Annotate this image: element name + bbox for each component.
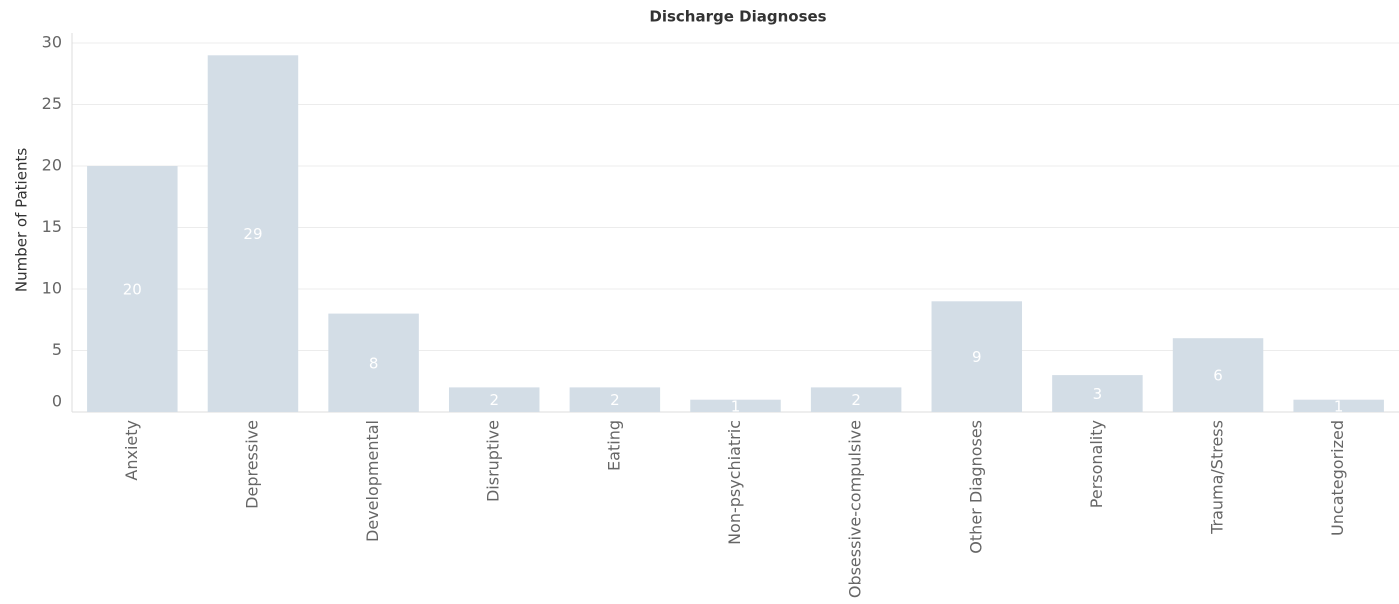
y-tick-label: 15	[42, 217, 62, 236]
x-tick-label: Anxiety	[122, 420, 141, 481]
x-tick-label: Trauma/Stress	[1208, 420, 1227, 535]
bar	[690, 399, 781, 412]
x-tick-label: Other Diagnoses	[966, 420, 985, 554]
bar	[448, 387, 540, 412]
bar	[207, 55, 299, 413]
bar	[1172, 338, 1264, 412]
x-tick-label: Non-psychiatric	[725, 420, 744, 545]
data-label: 9	[972, 348, 982, 366]
bar	[931, 301, 1023, 412]
data-label: 2	[489, 391, 499, 409]
y-tick-label: 30	[42, 33, 62, 52]
data-label: 1	[1334, 397, 1344, 415]
y-tick-label: 25	[42, 94, 62, 113]
y-tick-label: 5	[52, 340, 62, 359]
bar	[1052, 375, 1143, 412]
x-tick-label: Disruptive	[484, 420, 503, 502]
x-tick-label: Personality	[1087, 420, 1106, 508]
y-tick-label: 0	[52, 392, 62, 411]
x-tick-label: Eating	[604, 420, 623, 471]
bar	[1293, 399, 1384, 412]
y-tick-label: 10	[42, 279, 62, 298]
bar	[87, 166, 178, 412]
x-tick-label: Developmental	[363, 420, 382, 542]
data-label: 1	[731, 397, 741, 415]
data-label: 6	[1213, 367, 1223, 385]
data-label: 3	[1093, 385, 1103, 403]
bar	[569, 387, 661, 412]
x-tick-label: Obsessive-compulsive	[846, 420, 865, 598]
data-label: 20	[123, 281, 142, 299]
bar	[328, 313, 419, 412]
chart-title: Discharge Diagnoses	[649, 8, 826, 26]
x-tick-label: Depressive	[242, 420, 261, 509]
data-label: 2	[610, 391, 620, 409]
y-axis-title: Number of Patients	[13, 148, 31, 292]
data-label: 2	[851, 391, 861, 409]
x-tick-label: Uncategorized	[1328, 420, 1347, 536]
bar	[810, 387, 902, 412]
data-label: 29	[243, 225, 262, 243]
y-tick-label: 20	[42, 156, 62, 175]
data-label: 8	[369, 354, 379, 372]
